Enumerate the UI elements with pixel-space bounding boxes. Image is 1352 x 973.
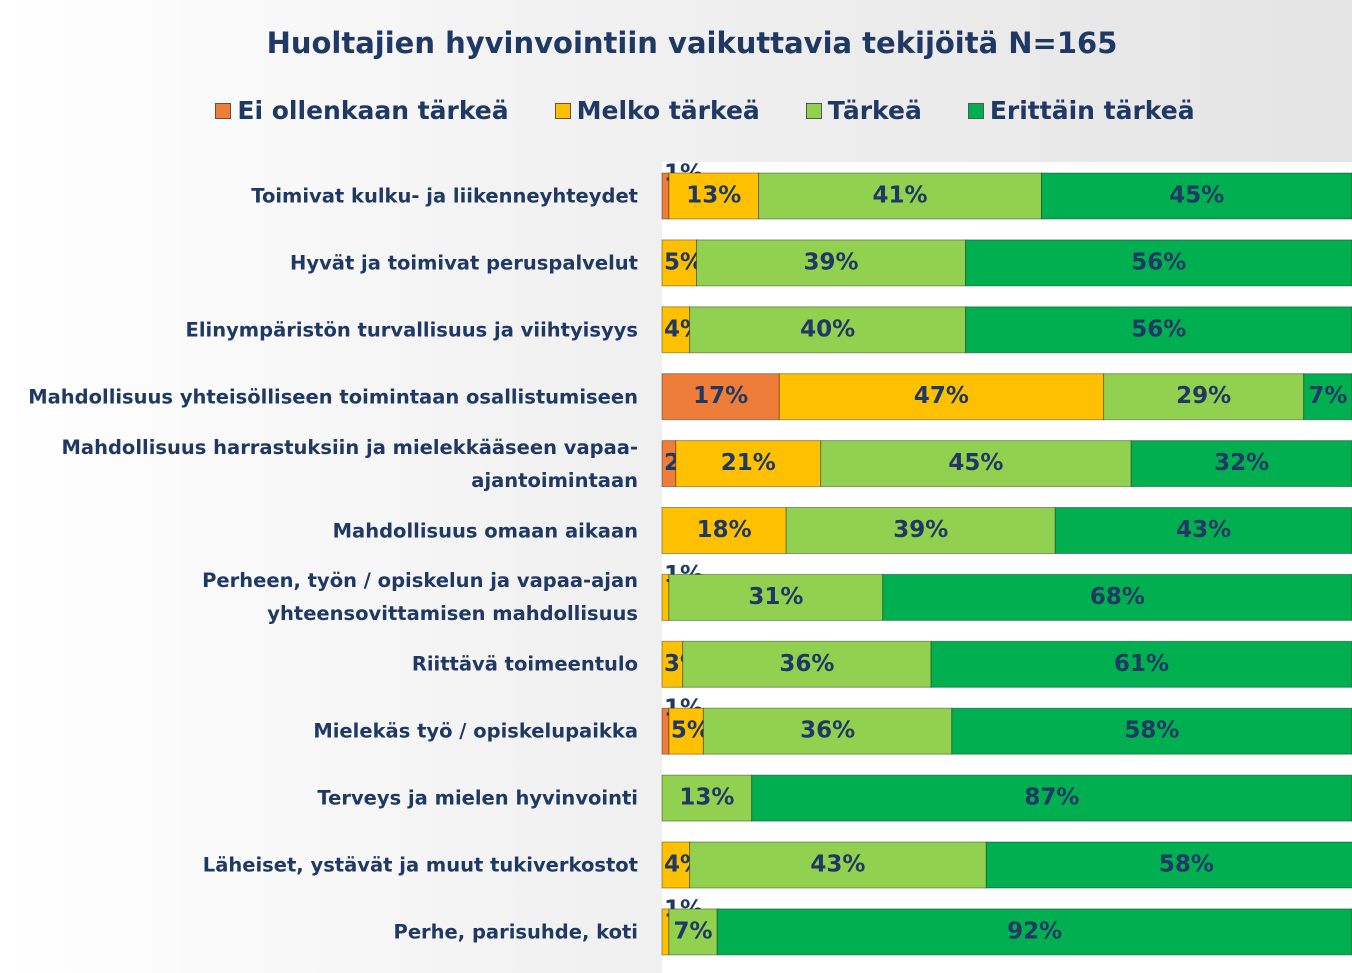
bar-segment [778, 373, 1105, 421]
category-label: Riittävä toimeentulo [411, 652, 638, 676]
category-label: Mahdollisuus harrastuksiin ja mielekkääs… [61, 435, 638, 492]
legend-label: Ei ollenkaan tärkeä [237, 96, 509, 125]
data-label: 29% [1176, 383, 1231, 409]
data-label: 43% [1176, 517, 1231, 543]
data-label: 31% [748, 584, 803, 610]
bar-segment [985, 841, 1352, 889]
data-label: 36% [800, 718, 855, 744]
data-label: 61% [1114, 651, 1169, 677]
bar-segment [696, 239, 967, 287]
bar-segment [751, 774, 1352, 822]
legend-item: Erittäin tärkeä [967, 96, 1195, 125]
bar-segment [1130, 440, 1352, 488]
data-label: 39% [804, 249, 859, 275]
data-label: 56% [1131, 249, 1186, 275]
bar-segment [661, 841, 691, 889]
category-label: Hyvät ja toimivat peruspalvelut [290, 251, 638, 275]
bar-segment [702, 707, 953, 755]
bar-segment [930, 640, 1352, 688]
bar-segment [820, 440, 1132, 488]
category-label: Mahdollisuus yhteisölliseen toimintaan o… [28, 385, 638, 409]
bar-segment [668, 908, 718, 956]
data-label: 13% [679, 785, 734, 811]
data-label: 58% [1159, 852, 1214, 878]
legend-swatch [805, 102, 822, 119]
data-label: 21% [721, 450, 776, 476]
bar-segment [682, 640, 932, 688]
data-label: 36% [779, 651, 834, 677]
legend-swatch [967, 102, 984, 119]
data-label: 56% [1131, 316, 1186, 342]
data-label: 7% [1308, 383, 1347, 409]
bar-segment [661, 306, 691, 354]
category-label: Mahdollisuus omaan aikaan [332, 519, 638, 542]
data-label: 58% [1124, 718, 1179, 744]
bar-segment [758, 172, 1042, 220]
legend: Ei ollenkaan tärkeä Melko tärkeä Tärkeä Eri… [0, 96, 1352, 125]
data-label: 45% [948, 450, 1003, 476]
legend-label: Erittäin tärkeä [989, 96, 1195, 125]
category-label: Elinympäristön turvallisuus ja viihtyisy… [185, 318, 638, 342]
bar-segment [675, 440, 822, 488]
bar-segment [661, 507, 787, 554]
bar-segment [689, 306, 967, 354]
bar-segment [1041, 172, 1352, 220]
bar-segment [716, 908, 1352, 956]
data-label: 7% [674, 918, 713, 944]
data-label: 45% [1169, 183, 1224, 209]
legend-label: Tärkeä [827, 96, 922, 125]
data-label: 13% [686, 183, 741, 209]
bar-segment [1103, 373, 1305, 421]
data-label: 47% [914, 383, 969, 409]
bar-segment [689, 841, 987, 889]
data-label: 39% [893, 517, 948, 543]
data-label: 17% [693, 383, 748, 409]
category-label: Mielekäs työ / opiskelupaikka [313, 719, 638, 743]
bar-segment [965, 306, 1352, 354]
bar-segment [1303, 373, 1352, 421]
legend-swatch [554, 102, 571, 119]
category-label: Perhe, parisuhde, koti [393, 920, 638, 944]
legend-item: Melko tärkeä [554, 96, 760, 125]
bar-segment [661, 373, 780, 421]
category-label: Perheen, työn / opiskelun ja vapaa-ajan … [202, 569, 638, 626]
legend-swatch [215, 102, 232, 119]
category-label: Läheiset, ystävät ja muut tukiverkostot [202, 853, 638, 877]
bar-segment [951, 707, 1352, 755]
legend-item: Tärkeä [805, 96, 922, 125]
data-label: 32% [1214, 450, 1269, 476]
plot-area [662, 162, 1352, 973]
bar-segment [882, 573, 1352, 621]
category-label: Terveys ja mielen hyvinvointi [317, 786, 638, 810]
data-label: 43% [810, 852, 865, 878]
data-label: 87% [1024, 785, 1079, 811]
legend-item: Ei ollenkaan tärkeä [215, 96, 509, 125]
data-label: 41% [873, 183, 928, 209]
legend-label: Melko tärkeä [576, 96, 760, 125]
bar-segment [1054, 507, 1352, 554]
bar-segment [785, 507, 1056, 554]
data-label: 92% [1007, 918, 1062, 944]
chart-title: Huoltajien hyvinvointiin vaikuttavia tek… [266, 26, 1118, 60]
data-label: 18% [697, 517, 752, 543]
category-label: Toimivat kulku- ja liikenneyhteydet [251, 184, 638, 208]
data-label: 68% [1090, 584, 1145, 610]
bar-segment [661, 774, 753, 822]
bar-segment [668, 172, 760, 220]
bar-segment [661, 239, 697, 287]
data-label: 40% [800, 316, 855, 342]
